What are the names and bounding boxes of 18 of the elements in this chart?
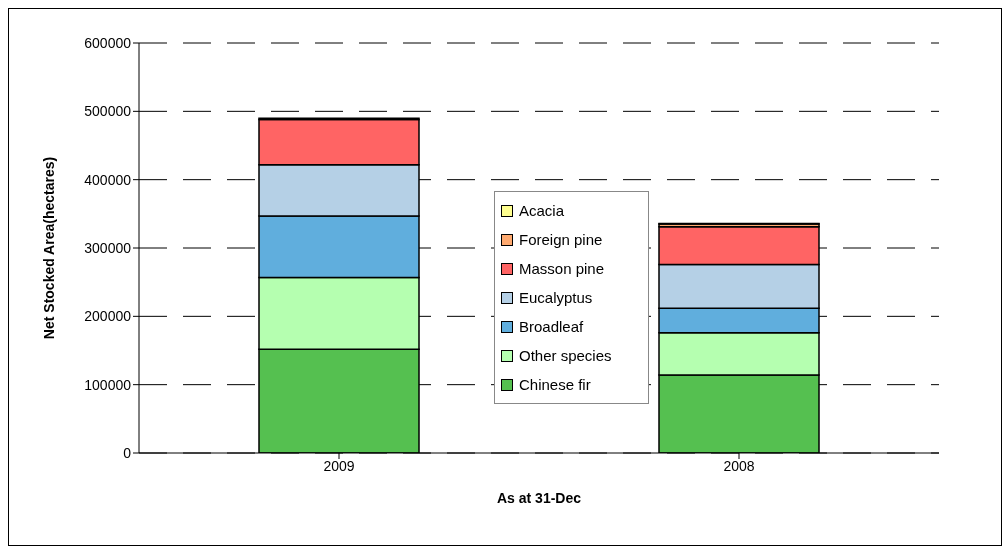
legend-label: Eucalyptus [519,289,593,306]
y-tick-label: 200000 [84,308,132,325]
legend-label: Masson pine [519,260,605,277]
y-tick-label: 500000 [84,103,132,120]
x-tick-label: 2008 [723,457,755,474]
y-tick-label: 600000 [84,34,132,51]
y-tick-label: 100000 [84,376,132,393]
y-axis-title: Net Stocked Area(hectares) [40,156,57,340]
legend-label: Chinese fir [519,376,591,393]
x-tick-label: 2009 [323,457,355,474]
y-tick-label: 300000 [84,239,132,256]
x-axis-title: As at 31-Dec [496,490,582,506]
y-tick-label: 0 [123,444,132,461]
legend-label: Broadleaf [519,318,584,335]
legend-label: Foreign pine [519,231,603,248]
y-tick-label: 400000 [84,171,132,188]
legend-label: Other species [519,347,612,364]
legend-label: Acacia [519,202,565,219]
